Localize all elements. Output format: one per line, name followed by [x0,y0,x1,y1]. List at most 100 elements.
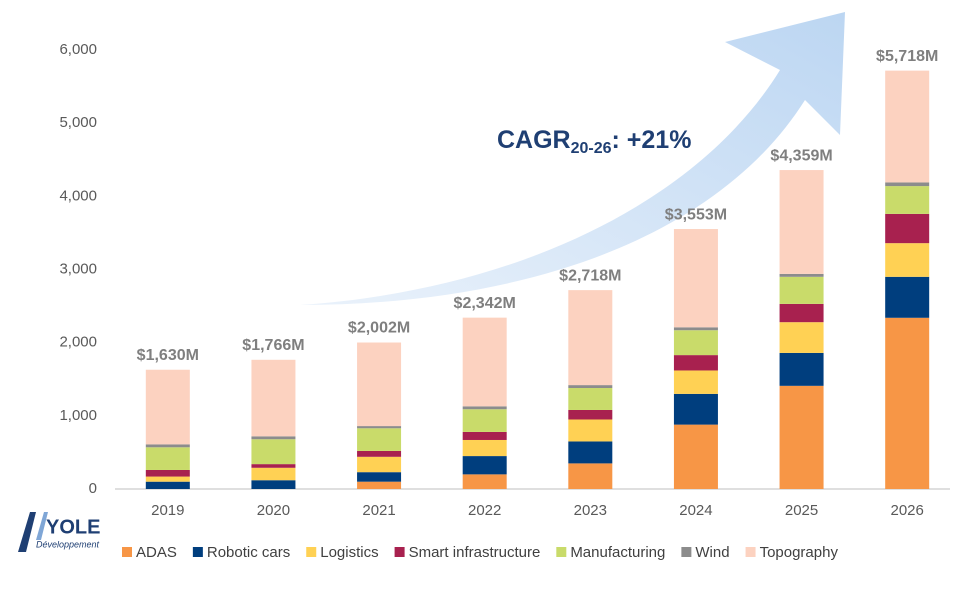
bar-segment [251,480,296,489]
bar-segment [251,467,296,481]
growth-arrow [300,12,845,305]
logo: YOLE Développement [18,512,100,552]
legend-swatch [306,547,317,557]
logo-subtitle: Développement [36,539,100,549]
bar-segment [357,472,402,482]
bar-segment [568,419,613,442]
y-tick-label: 0 [89,480,97,497]
bar-segment [568,441,613,464]
legend-label: Topography [760,544,839,561]
legend-swatch [394,547,405,557]
bar-segment [462,406,507,410]
x-tick-label: 2020 [257,502,290,519]
x-tick-label: 2021 [362,502,395,519]
bar-segment [885,70,930,183]
bar-segment [673,370,718,394]
bar-segment [673,424,718,489]
bar-segment [885,186,930,214]
cagr-annotation: CAGR20-26: +21% [497,126,691,158]
bar-segment [779,170,824,274]
legend-swatch [122,547,132,557]
x-tick-label: 2025 [785,502,818,519]
bar-segment [885,317,930,489]
x-tick-label: 2024 [679,502,712,519]
bar-segment [357,342,402,427]
x-tick-label: 2022 [468,502,501,519]
legend-swatch [556,547,567,557]
cagr-subscript: 20-26 [571,140,612,157]
y-tick-label: 4,000 [59,187,97,204]
bar-segment [462,474,507,489]
bar-segment [673,229,718,328]
logo-icon [36,512,48,540]
bar-segment [251,439,296,465]
bar-segment [145,469,190,477]
bar-segment [462,409,507,432]
legend-label: ADAS [136,544,177,561]
legend-swatch [681,547,692,557]
total-label: $1,630M [137,347,199,364]
bar-segment [779,303,824,323]
bar-segment [885,182,930,187]
logo-name: YOLE [46,516,100,538]
legend-label: Smart infrastructure [409,544,541,561]
bar-segment [145,481,190,489]
bar-segment [145,369,190,445]
bar-segment [251,359,296,437]
x-tick-label: 2026 [891,502,924,519]
bar-segment [357,450,402,457]
bar-segment [145,444,190,448]
bar-segment [357,456,402,473]
bar-segment [568,385,613,389]
bar-segment [357,481,402,489]
bar-segment [145,447,190,470]
total-label: $2,718M [559,267,621,284]
bar-segment [673,330,718,356]
bar-segment [357,428,402,451]
bar-segment [462,456,507,475]
bar-segment [673,355,718,371]
y-tick-label: 2,000 [59,334,97,351]
cagr-value: : +21% [612,126,692,154]
legend-swatch [745,547,756,557]
y-tick-label: 5,000 [59,114,97,131]
bar-segment [462,317,507,407]
legend-label: Manufacturing [570,544,665,561]
legend-label: Wind [695,544,729,561]
bar-segment [462,439,507,457]
total-label: $3,553M [665,206,727,223]
legend-label: Logistics [320,544,378,561]
bar-segment [673,393,718,425]
legend-swatch [192,547,203,557]
logo-icon [18,512,36,552]
total-label: $1,766M [242,337,304,354]
bar-segment [779,276,824,304]
bar-segment [885,243,930,277]
bar-segment [779,385,824,489]
bar-segment [885,276,930,318]
bar-segment [568,409,613,420]
total-label: $2,342M [454,295,516,312]
bar-segment [568,463,613,489]
bar-segment [779,352,824,386]
bar-segment [779,322,824,353]
total-label: $2,002M [348,320,410,337]
bar-segment [251,436,296,440]
x-tick-label: 2019 [151,502,184,519]
bar-segment [462,431,507,440]
x-tick-label: 2023 [574,502,607,519]
bar-segment [885,213,930,244]
total-label: $4,359M [770,147,832,164]
bar-segment [357,426,402,429]
y-tick-label: 1,000 [59,407,97,424]
total-label: $5,718M [876,48,938,65]
cagr-text: CAGR [497,126,571,154]
y-tick-label: 3,000 [59,260,97,277]
bar-segment [251,464,296,468]
bar-segment [673,327,718,331]
y-tick-label: 6,000 [59,41,97,58]
bar-segment [779,273,824,277]
legend-label: Robotic cars [207,544,290,561]
bar-segment [568,290,613,386]
